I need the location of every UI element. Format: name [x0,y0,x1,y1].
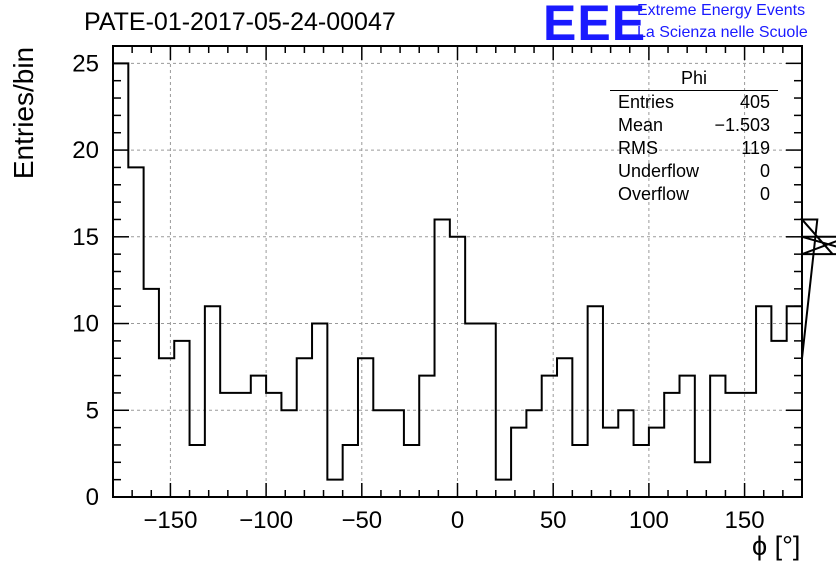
y-tick-label: 0 [86,484,99,511]
histogram-line [112,62,836,497]
y-tick-label: 5 [86,397,99,424]
y-tick-label: 25 [72,50,99,77]
x-tick-label: 0 [451,507,464,534]
stats-label: Entries [618,92,675,112]
x-tick-label: −50 [341,507,382,534]
stats-row-overflow: Overflow 0 [610,183,778,206]
logo-line-1: Extreme Energy Events [637,2,806,19]
stats-label: RMS [618,138,658,158]
eee-logo: EEE [543,0,647,51]
x-axis-label: ϕ [°] [752,531,801,561]
stats-row-mean: Mean −1.503 [610,114,778,137]
stats-title: Phi [610,68,778,91]
x-tick-label: −100 [239,507,293,534]
stats-value: 405 [739,92,770,112]
x-tick-label: 150 [725,507,765,534]
y-tick-label: 10 [72,311,99,338]
stats-value: 0 [759,184,770,204]
y-tick-label: 20 [72,137,99,164]
stats-label: Mean [618,115,664,135]
logo-line-2: La Scienza nelle Scuole [637,24,808,41]
x-tick-label: −150 [143,507,197,534]
stats-row-underflow: Underflow 0 [610,160,778,183]
y-tick-label: 15 [72,224,99,251]
stats-value: 119 [741,138,770,158]
stats-label: Overflow [618,184,690,204]
stats-value: 0 [759,161,770,181]
x-tick-label: 50 [540,507,567,534]
y-axis-label: Entries/bin [8,46,39,180]
stats-box: Phi Entries 405 Mean −1.503 RMS 119 Underfl… [610,68,778,206]
stats-row-entries: Entries 405 [610,91,778,114]
x-tick-label: 100 [629,507,669,534]
chart-title: PATE-01-2017-05-24-00047 [84,8,396,36]
stats-label: Underflow [618,161,700,181]
stats-value: −1.503 [714,115,770,135]
stats-row-rms: RMS 119 [610,137,778,160]
